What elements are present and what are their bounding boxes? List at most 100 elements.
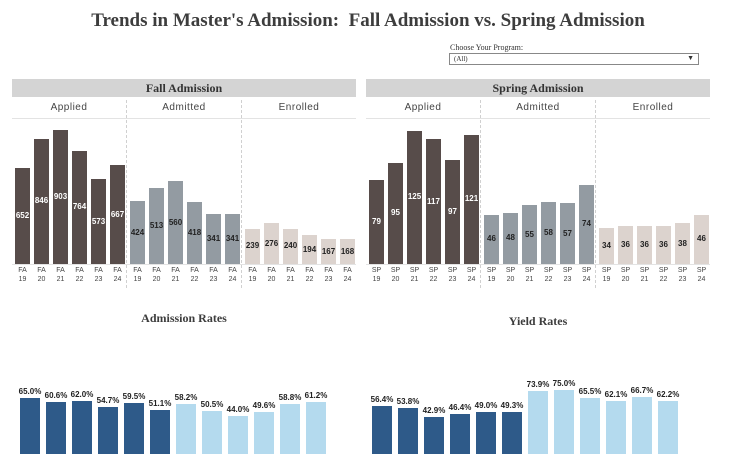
admission-rate-bar	[46, 402, 66, 454]
spring-group-separator	[480, 100, 481, 288]
yield-rate-bar	[554, 389, 574, 454]
admission-rate-bar	[202, 410, 222, 454]
spring-bar-label: 117	[427, 196, 440, 206]
fall-bar-applied	[110, 165, 125, 264]
fall-bar-label: 846	[34, 196, 49, 206]
admission-rate-label: 50.5%	[200, 399, 224, 409]
fall-bar-label: 903	[53, 192, 68, 202]
spring-admission-header: Spring Admission	[366, 79, 710, 97]
spring-bar-label: 36	[621, 239, 630, 249]
fall-bar-label: 240	[283, 241, 298, 251]
fall-bar-admitted	[130, 201, 145, 264]
fall-tick-label: FA 21	[171, 267, 180, 283]
fall-bar-applied	[15, 167, 30, 264]
spring-bar-applied	[369, 179, 384, 264]
spring-bar-applied	[464, 134, 479, 264]
program-filter-select[interactable]: (All) ▼	[449, 53, 699, 65]
spring-bar-label: 74	[582, 219, 591, 229]
fall-bar-enrolled	[264, 223, 279, 264]
spring-tick-label: SP 23	[677, 267, 688, 283]
fall-bar-label: 513	[149, 221, 164, 231]
yield-rate-label: 62.1%	[604, 389, 628, 399]
yield-rate-label: 62.2%	[656, 389, 680, 399]
admission-rate-bar	[150, 410, 170, 454]
yield-rate-bar	[580, 397, 600, 454]
fall-bar-label: 418	[187, 228, 202, 238]
yield-rate-label: 46.4%	[448, 403, 472, 413]
fall-bar-label: 167	[321, 246, 336, 256]
spring-bar-enrolled	[637, 225, 652, 264]
spring-group-enrolled: Enrolled	[632, 102, 674, 113]
spring-bar-label: 97	[448, 207, 457, 217]
fall-tick-label: FA 22	[305, 267, 314, 283]
fall-tick-label: FA 21	[56, 267, 65, 283]
spring-bar-label: 79	[372, 216, 381, 226]
admission-rate-bar	[20, 398, 40, 454]
yield-rate-label: 66.7%	[630, 385, 654, 395]
fall-bar-label: 560	[168, 217, 183, 227]
spring-tick-label: SP 20	[505, 267, 516, 283]
fall-tick-label: FA 22	[75, 267, 84, 283]
fall-bar-label: 194	[302, 244, 317, 254]
admission-rate-label: 65.0%	[18, 387, 42, 397]
fall-header-divider	[12, 118, 356, 119]
spring-bar-label: 125	[407, 192, 422, 202]
fall-tick-label: FA 21	[286, 267, 295, 283]
fall-tick-label: FA 24	[228, 267, 237, 283]
fall-bar-enrolled	[302, 235, 317, 264]
fall-bar-label: 276	[264, 238, 279, 248]
admission-rate-label: 51.1%	[148, 399, 172, 409]
spring-bar-admitted	[579, 184, 594, 264]
fall-bar-label: 341	[225, 233, 240, 243]
spring-tick-label: SP 19	[486, 267, 497, 283]
fall-bar-label: 168	[340, 246, 355, 256]
yield-rate-label: 56.4%	[370, 394, 394, 404]
yield-rate-bar	[398, 408, 418, 454]
admission-rate-bar	[228, 416, 248, 454]
fall-bar-label: 424	[130, 227, 145, 237]
yield-rate-bar	[632, 396, 652, 454]
fall-bar-enrolled	[321, 239, 336, 264]
spring-tick-label: SP 23	[562, 267, 573, 283]
fall-bar-admitted	[206, 213, 221, 264]
fall-baseline	[12, 264, 356, 265]
fall-group-separator	[126, 100, 127, 288]
fall-bar-enrolled	[340, 239, 355, 264]
admission-rate-bar	[98, 407, 118, 454]
fall-group-admitted: Admitted	[162, 102, 206, 113]
yield-rate-bar	[476, 412, 496, 454]
spring-bar-enrolled	[599, 227, 614, 264]
admission-rate-label: 62.0%	[70, 389, 94, 399]
spring-tick-label: SP 24	[696, 267, 707, 283]
yield-rate-bar	[606, 400, 626, 454]
fall-tick-label: FA 22	[190, 267, 199, 283]
spring-header-divider	[366, 118, 710, 119]
fall-tick-label: FA 24	[343, 267, 352, 283]
fall-bar-label: 573	[91, 216, 106, 226]
spring-bar-label: 48	[506, 233, 515, 243]
spring-tick-label: SP 19	[371, 267, 382, 283]
fall-bar-applied	[91, 179, 106, 264]
admission-rate-label: 61.2%	[304, 390, 328, 400]
fall-group-enrolled: Enrolled	[278, 102, 320, 113]
fall-tick-label: FA 23	[94, 267, 103, 283]
spring-bar-label: 36	[640, 239, 649, 249]
fall-tick-label: FA 23	[324, 267, 333, 283]
spring-group-applied: Applied	[404, 102, 442, 113]
admission-rate-bar	[176, 404, 196, 454]
program-filter-label: Choose Your Program:	[450, 43, 524, 52]
spring-bar-applied	[388, 162, 403, 264]
fall-tick-label: FA 19	[133, 267, 142, 283]
admission-rate-label: 44.0%	[226, 405, 250, 415]
yield-rate-label: 49.3%	[500, 400, 524, 410]
admission-rate-bar	[306, 401, 326, 454]
spring-tick-label: SP 21	[409, 267, 420, 283]
fall-bar-label: 341	[206, 233, 221, 243]
spring-baseline	[366, 264, 710, 265]
fall-bar-admitted	[225, 213, 240, 264]
fall-tick-label: FA 19	[18, 267, 27, 283]
spring-group-admitted: Admitted	[516, 102, 560, 113]
fall-bar-admitted	[168, 181, 183, 264]
spring-bar-label: 121	[464, 194, 479, 204]
spring-tick-label: SP 24	[466, 267, 477, 283]
